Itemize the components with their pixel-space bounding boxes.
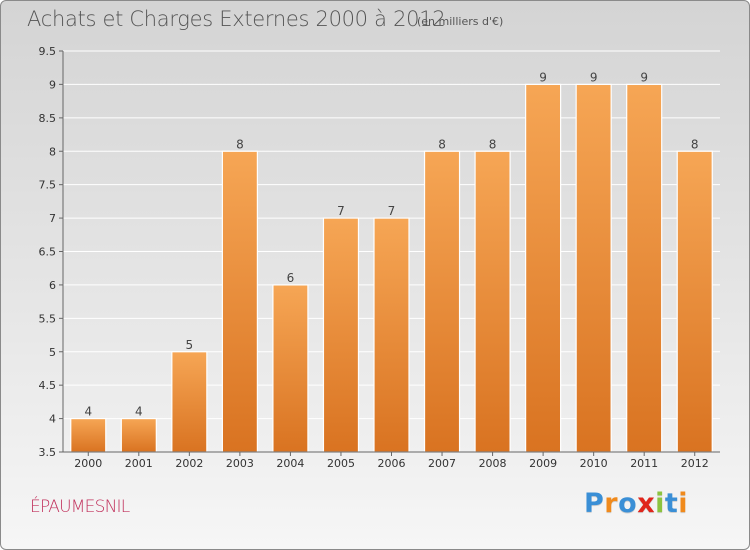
x-tick-label: 2012 [681, 457, 709, 470]
data-label: 6 [287, 271, 295, 285]
x-tick-label: 2001 [125, 457, 153, 470]
x-tick-label: 2008 [479, 457, 507, 470]
chart-title: Achats et Charges Externes 2000 à 2012 [27, 7, 446, 31]
logo-letter: t [664, 488, 679, 519]
data-label: 9 [640, 70, 648, 84]
axes: 3.5 4 4.5 5 5.5 6 6.5 7 7.5 8 8.5 9 9.5 2000 2001 2002 2… [39, 45, 720, 470]
bar-2003 [221, 150, 258, 453]
logo-letter: o [618, 488, 638, 519]
chart-subtitle: (en milliers d'€) [417, 15, 504, 28]
data-label: 4 [84, 405, 92, 419]
data-label: 8 [438, 137, 446, 151]
bar-2004 [272, 284, 309, 453]
bar-2005 [322, 217, 360, 453]
y-tick-label: 3.5 [39, 446, 57, 459]
bar-2002 [171, 351, 208, 453]
data-label: 7 [388, 204, 396, 218]
bar-2011 [626, 83, 663, 453]
x-tick-label: 2003 [226, 457, 254, 470]
x-tick-label: 2009 [529, 457, 557, 470]
bar-2009 [525, 83, 562, 453]
logo-letter: r [604, 488, 619, 519]
data-label: 9 [539, 70, 547, 84]
bar-2012 [676, 150, 713, 453]
bar-2001 [120, 417, 157, 453]
y-tick-label: 7 [49, 212, 56, 225]
y-tick-label: 7.5 [39, 179, 57, 192]
bar-2007 [423, 150, 461, 453]
y-tick-label: 9.5 [39, 45, 57, 58]
commune-name: ÉPAUMESNIL [30, 497, 130, 517]
x-tick-label: 2000 [74, 457, 102, 470]
y-tick-label: 6.5 [39, 246, 57, 259]
logo-letter: i [655, 488, 665, 519]
data-label: 5 [186, 338, 194, 352]
proxiti-logo: Proxiti [584, 488, 688, 519]
y-tick-label: 9 [49, 78, 56, 91]
data-label: 8 [691, 137, 699, 151]
x-tick-label: 2011 [630, 457, 658, 470]
logo-letter: i [678, 488, 689, 519]
y-tick-label: 4.5 [39, 379, 57, 392]
y-tick-label: 5.5 [39, 312, 57, 325]
y-tick-label: 8 [49, 145, 56, 158]
x-tick-label: 2004 [276, 457, 304, 470]
bar-2000 [70, 417, 107, 453]
x-tick-label: 2007 [428, 457, 456, 470]
data-label: 7 [337, 204, 345, 218]
logo-letter: x [637, 488, 656, 519]
data-label: 8 [489, 137, 497, 151]
bar-2008 [474, 150, 511, 453]
logo-letter: P [584, 488, 605, 519]
x-tick-label: 2005 [327, 457, 355, 470]
bar-2010 [575, 83, 612, 453]
y-tick-label: 8.5 [39, 112, 57, 125]
bar-2006 [373, 217, 410, 453]
data-label: 4 [135, 405, 143, 419]
y-tick-label: 5 [49, 346, 56, 359]
data-label: 8 [236, 137, 244, 151]
bars: 4 4 5 8 6 7 7 8 8 9 9 9 8 [70, 70, 713, 453]
x-tick-label: 2010 [580, 457, 608, 470]
x-tick-label: 2002 [175, 457, 203, 470]
x-tick-label: 2006 [378, 457, 406, 470]
data-label: 9 [590, 70, 598, 84]
y-tick-label: 4 [49, 413, 56, 426]
y-tick-label: 6 [49, 279, 56, 292]
